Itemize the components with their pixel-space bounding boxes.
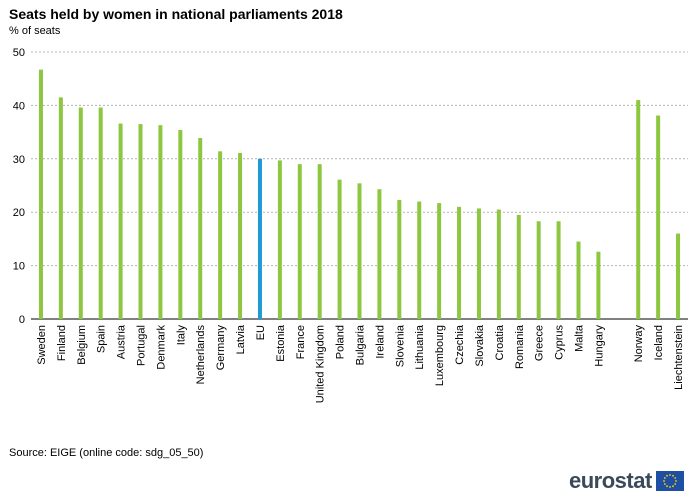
logo-text: eurostat xyxy=(569,468,652,493)
eu-flag-icon xyxy=(655,471,684,491)
x-tick-label: Bulgaria xyxy=(355,324,367,365)
y-tick-label: 20 xyxy=(13,207,25,219)
bar-slovenia xyxy=(397,199,402,319)
y-tick-label: 50 xyxy=(13,47,25,59)
bar-belgium xyxy=(78,107,83,319)
bar-italy xyxy=(178,129,183,319)
flag-star xyxy=(663,483,666,485)
x-tick-label: Iceland xyxy=(653,325,665,360)
flag-star xyxy=(662,480,665,482)
bar-finland xyxy=(58,97,63,319)
bar-netherlands xyxy=(198,137,203,319)
flag-star xyxy=(665,485,668,488)
x-tick-label: France xyxy=(295,325,307,359)
flag-star xyxy=(668,486,671,488)
y-tick-label: 40 xyxy=(13,100,25,112)
bar-czechia xyxy=(457,206,462,319)
flag-star xyxy=(674,480,677,482)
x-tick-label: Spain xyxy=(96,325,108,353)
bar-estonia xyxy=(277,160,282,319)
x-tick-label: Hungary xyxy=(593,325,605,367)
bar-germany xyxy=(218,151,223,319)
bar-spain xyxy=(98,107,103,319)
x-tick-label: Romania xyxy=(514,324,526,369)
bar-united-kingdom xyxy=(317,164,322,319)
chart-title: Seats held by women in national parliame… xyxy=(9,6,343,22)
x-tick-label: Slovakia xyxy=(474,324,486,366)
bar-chart: 0 10 20 30 40 50 Sweden Finland Belgium Spain Aust… xyxy=(13,47,688,403)
y-tick-label: 30 xyxy=(13,154,25,166)
x-tick-label: Italy xyxy=(175,325,187,346)
bar-norway xyxy=(636,100,641,319)
bar-cyprus xyxy=(556,221,561,319)
bar-greece xyxy=(536,221,541,319)
chart-subtitle: % of seats xyxy=(9,25,61,37)
x-tick-label: Ireland xyxy=(374,325,386,359)
y-tick-label: 10 xyxy=(13,261,25,273)
bar-poland xyxy=(337,179,342,319)
x-tick-label: Netherlands xyxy=(195,325,207,385)
bar-lithuania xyxy=(417,201,422,319)
flag-star xyxy=(671,474,674,477)
bar-iceland xyxy=(656,115,661,320)
x-tick-label: Germany xyxy=(215,325,227,371)
x-tick-label: Finland xyxy=(56,325,68,361)
bar-austria xyxy=(118,123,123,319)
flag-star xyxy=(665,474,668,477)
x-tick-label: Croatia xyxy=(494,324,506,360)
x-tick-label: Luxembourg xyxy=(434,325,446,386)
x-tick-label: Latvia xyxy=(235,324,247,354)
bar-bulgaria xyxy=(357,183,362,319)
x-tick-label: Portugal xyxy=(136,325,148,366)
x-tick-label: Cyprus xyxy=(554,325,566,360)
x-tick-label: Estonia xyxy=(275,324,287,362)
flag-star xyxy=(663,477,666,479)
x-tick-label: Denmark xyxy=(155,325,167,370)
bar-eu xyxy=(257,158,262,319)
flag-star xyxy=(671,485,674,488)
bar-slovakia xyxy=(476,208,481,319)
bar-malta xyxy=(576,241,581,319)
bar-hungary xyxy=(596,251,601,319)
x-tick-label: United Kingdom xyxy=(315,325,327,403)
x-tick-label: Poland xyxy=(335,325,347,359)
bar-denmark xyxy=(158,125,163,320)
bar-portugal xyxy=(138,124,143,319)
x-tick-label: Austria xyxy=(116,324,128,359)
bar-latvia xyxy=(238,152,243,319)
x-tick-label: Malta xyxy=(574,324,586,352)
source-note: Source: EIGE (online code: sdg_05_50) xyxy=(9,447,204,459)
x-tick-label: Slovenia xyxy=(394,324,406,367)
x-tick-label: Liechtenstein xyxy=(673,325,685,390)
flag-star xyxy=(674,483,676,485)
x-tick-label: Norway xyxy=(633,325,645,363)
bar-sweden xyxy=(38,69,43,319)
bar-romania xyxy=(516,214,521,319)
bar-luxembourg xyxy=(437,203,442,319)
flag-star xyxy=(668,474,671,476)
x-tick-label: EU xyxy=(255,325,267,340)
eurostat-logo: eurostat xyxy=(569,467,684,495)
y-tick-label: 0 xyxy=(19,314,25,326)
flag-star xyxy=(674,477,676,479)
bar-croatia xyxy=(496,209,501,319)
bar-liechtenstein xyxy=(676,233,681,319)
bar-france xyxy=(297,164,302,319)
x-tick-label: Lithuania xyxy=(414,324,426,370)
x-tick-label: Sweden xyxy=(36,325,48,365)
bar-ireland xyxy=(377,189,382,319)
x-tick-label: Czechia xyxy=(454,324,466,365)
x-tick-label: Greece xyxy=(534,325,546,361)
x-tick-label: Belgium xyxy=(76,325,88,365)
